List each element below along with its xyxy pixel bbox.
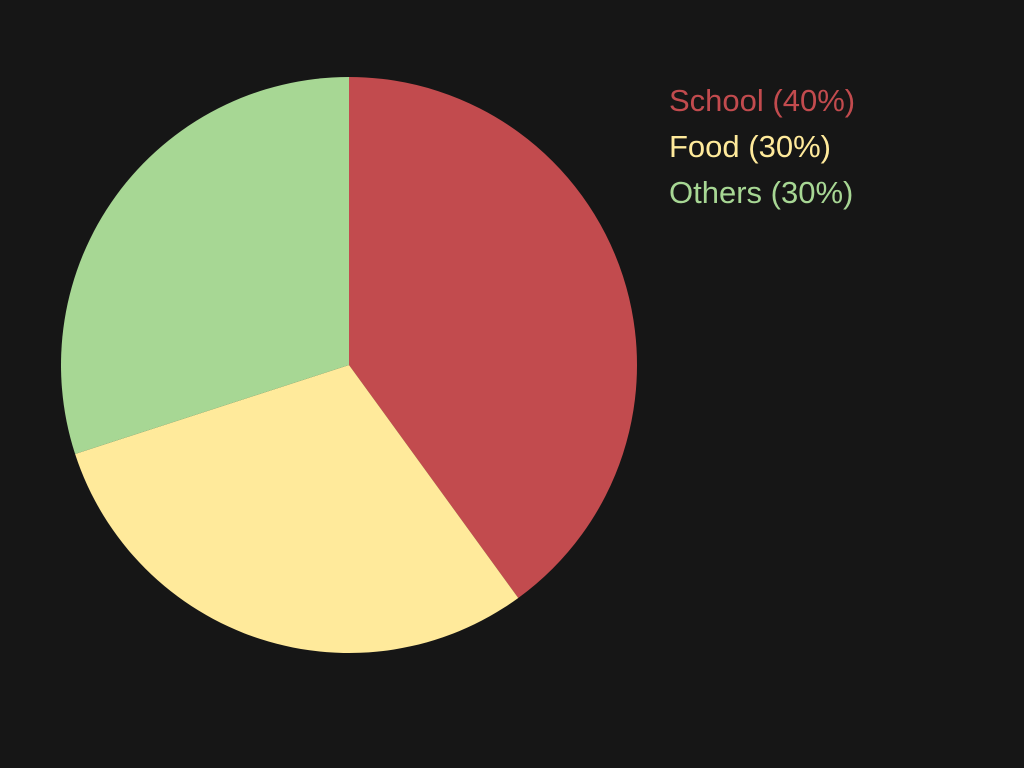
chart-legend: School (40%) Food (30%) Others (30%)	[669, 78, 855, 216]
pie-slice-food	[75, 365, 519, 653]
pie-slice-others	[61, 77, 349, 454]
legend-item-school: School (40%)	[669, 83, 856, 118]
legend-item-others: Others (30%)	[669, 175, 854, 210]
legend-item-food: Food (30%)	[669, 129, 831, 164]
pie-slice-school	[349, 77, 638, 598]
